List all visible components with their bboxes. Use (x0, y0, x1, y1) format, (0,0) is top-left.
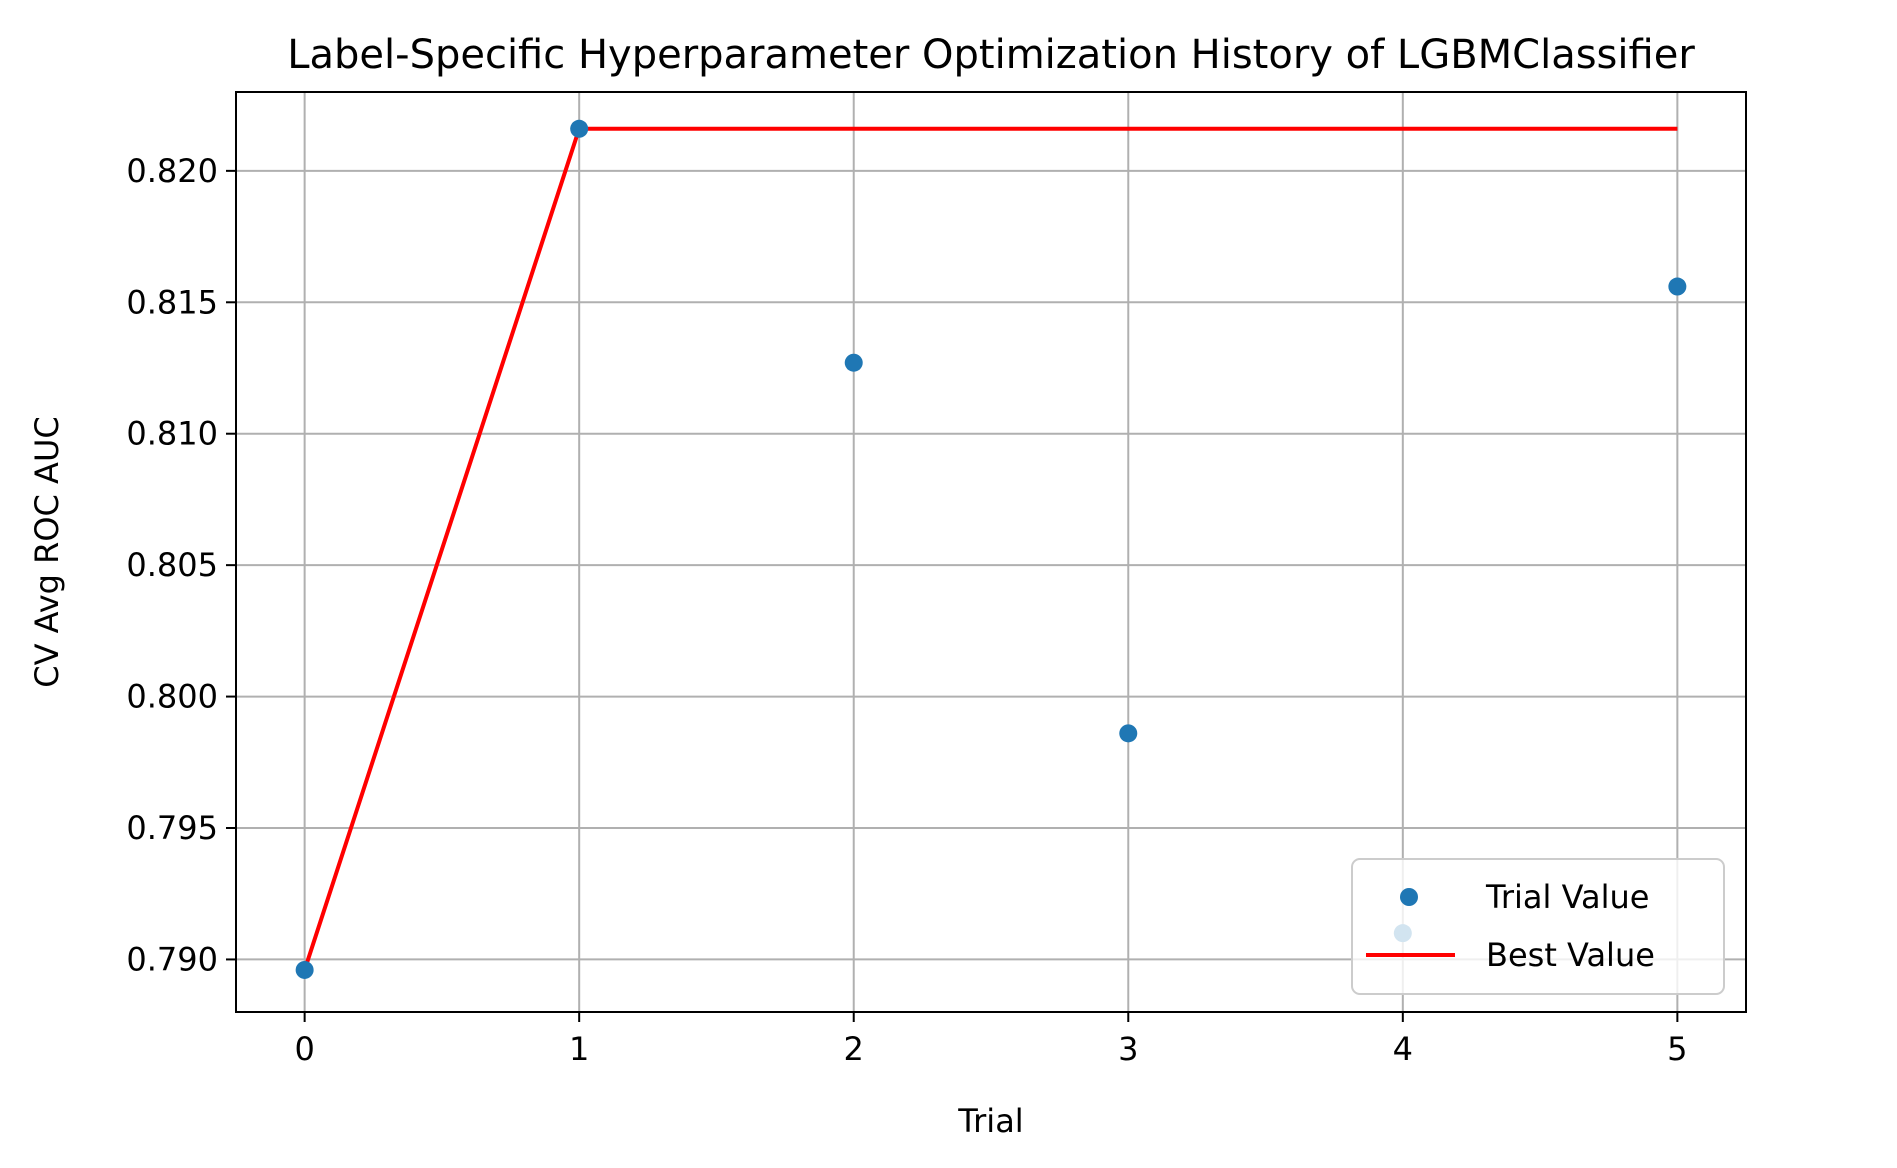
legend-marker-trial-value (1400, 888, 1418, 906)
x-tick-label: 4 (1393, 1030, 1413, 1068)
y-axis-label: CV Avg ROC AUC (28, 416, 66, 687)
y-tick-label: 0.820 (126, 152, 218, 190)
trial-value-point (1668, 277, 1687, 296)
best-value-series (302, 126, 1678, 971)
legend: Trial Value Best Value (1351, 858, 1725, 995)
y-tick-label: 0.805 (126, 546, 218, 584)
best-value-line (302, 126, 1678, 971)
x-tick-label: 2 (844, 1030, 864, 1068)
trial-value-point (295, 960, 314, 979)
plot-frame (235, 91, 1747, 1013)
y-axis-ticks: 0.790 0.795 0.800 0.805 0.810 0.815 0.820 (126, 152, 236, 978)
x-axis-ticks: 0 1 2 3 4 5 (294, 1012, 1688, 1068)
y-tick-label: 0.795 (126, 809, 218, 847)
y-tick-label: 0.815 (126, 283, 218, 321)
x-tick-label: 3 (1118, 1030, 1138, 1068)
x-tick-label: 0 (294, 1030, 314, 1068)
chart-title: Label-Specific Hyperparameter Optimizati… (287, 32, 1695, 78)
trial-value-point (1119, 724, 1138, 743)
legend-label-best-value: Best Value (1486, 936, 1655, 974)
y-tick-label: 0.800 (126, 678, 218, 716)
y-tick-label: 0.810 (126, 415, 218, 453)
x-tick-label: 1 (569, 1030, 589, 1068)
x-tick-label: 5 (1667, 1030, 1687, 1068)
y-tick-label: 0.790 (126, 940, 218, 978)
legend-label-trial-value: Trial Value (1485, 878, 1649, 916)
trial-value-point (844, 353, 863, 372)
trial-value-point (570, 119, 589, 138)
x-axis-label: Trial (957, 1102, 1023, 1140)
legend-box (1351, 858, 1725, 995)
